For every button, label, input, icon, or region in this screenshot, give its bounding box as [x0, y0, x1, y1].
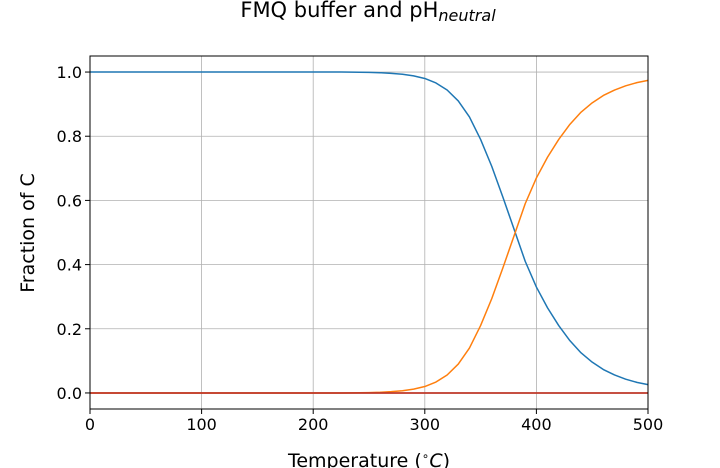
x-axis-label-degree: ∘: [422, 449, 430, 463]
x-axis-label-close: ): [443, 450, 450, 468]
y-tick-label: 0.4: [57, 256, 82, 275]
y-tick-label: 0.2: [57, 320, 82, 339]
series-line-1: [90, 71, 649, 386]
y-tick-label: 0.8: [57, 127, 82, 146]
y-tick-label: 0.0: [57, 384, 82, 403]
x-tick-label: 100: [186, 415, 217, 434]
x-tick-label: 400: [521, 415, 552, 434]
series-lines: [90, 71, 649, 394]
x-axis-label-text: Temperature (: [287, 450, 422, 468]
chart-title: FMQ buffer and pHneutral: [240, 0, 496, 25]
x-tick-label: 300: [410, 415, 441, 434]
x-tick-label: 0: [85, 415, 95, 434]
y-axis-label: Fraction of C: [17, 173, 39, 293]
chart-title-main: FMQ buffer and pH: [240, 0, 438, 22]
x-axis-label-unit: C: [429, 450, 443, 468]
plot-frame: [89, 55, 649, 410]
y-tick-label: 1.0: [57, 63, 82, 82]
y-tick-label: 0.6: [57, 191, 82, 210]
x-tick-label: 200: [298, 415, 329, 434]
axis-ticks: 0 100 200 300 400 500 0.0 0.2 0.4 0.6 0.8 1.0: [57, 63, 664, 434]
x-axis-label: Temperature (∘C): [287, 449, 450, 468]
plot-background: [90, 56, 648, 409]
x-tick-label: 500: [633, 415, 664, 434]
chart-title-subscript: neutral: [438, 6, 496, 25]
